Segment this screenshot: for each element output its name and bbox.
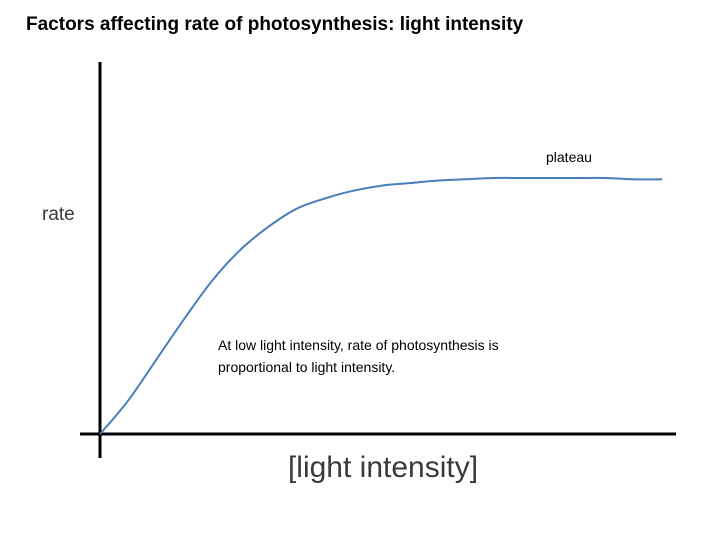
- series-point-5: [239, 248, 243, 252]
- series-point-19: [632, 177, 636, 181]
- series-point-6: [267, 225, 271, 229]
- series-point-2: [154, 358, 158, 362]
- y-axis-label: rate: [42, 204, 75, 225]
- series-point-4: [210, 278, 214, 282]
- series-point-13: [463, 177, 467, 181]
- series-point-20: [660, 177, 664, 181]
- x-axis-label: [light intensity]: [288, 451, 478, 484]
- series-point-15: [520, 176, 524, 180]
- series-point-14: [491, 176, 495, 180]
- series-point-3: [182, 317, 186, 321]
- series-points: [98, 176, 664, 436]
- series-point-0: [98, 432, 102, 436]
- series-point-16: [548, 176, 552, 180]
- chart-title: Factors affecting rate of photosynthesis…: [26, 14, 524, 35]
- plateau-annotation: plateau: [546, 149, 592, 165]
- series-point-7: [295, 207, 299, 211]
- series-point-17: [576, 176, 580, 180]
- low-light-annotation-line-1: At low light intensity, rate of photosyn…: [218, 337, 499, 353]
- series-point-8: [323, 197, 327, 201]
- series-point-1: [126, 399, 130, 403]
- series-point-10: [379, 184, 383, 188]
- series-line: [99, 176, 663, 435]
- series-point-9: [351, 189, 355, 193]
- low-light-annotation-line-2: proportional to light intensity.: [218, 359, 395, 375]
- series-point-11: [407, 181, 411, 185]
- series-point-12: [435, 179, 439, 183]
- series-point-18: [604, 176, 608, 180]
